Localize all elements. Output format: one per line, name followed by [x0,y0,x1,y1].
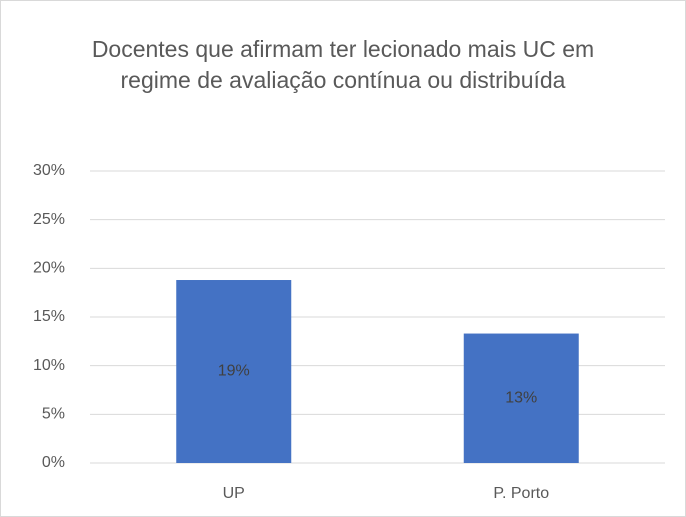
data-label: 13% [505,389,537,406]
y-tick-label: 0% [42,454,65,471]
y-tick-label: 5% [42,406,65,423]
bar [463,333,579,463]
x-tick-label: P. Porto [493,485,549,502]
data-label: 19% [218,363,250,380]
y-tick-label: 15% [33,308,65,325]
x-tick-label: UP [223,485,245,502]
y-tick-label: 25% [33,211,65,228]
y-tick-label: 20% [33,260,65,277]
y-tick-label: 10% [33,357,65,374]
bar [176,280,292,463]
chart-title: Docentes que afirmam ter lecionado mais … [91,36,595,93]
y-tick-label: 30% [33,162,65,179]
